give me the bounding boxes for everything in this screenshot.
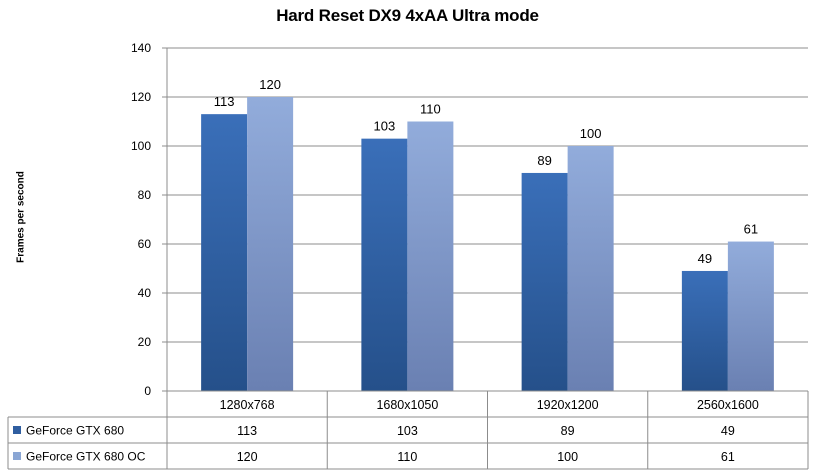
category-label: 2560x1600: [697, 398, 759, 412]
bar: [407, 121, 454, 391]
y-tick-label: 60: [138, 237, 152, 251]
y-tick-label: 80: [138, 188, 152, 202]
chart-title: Hard Reset DX9 4xAA Ultra mode: [276, 6, 539, 25]
data-label: 49: [698, 251, 712, 266]
category-label: 1680x1050: [376, 398, 438, 412]
bar: [201, 114, 248, 392]
table-cell: 110: [397, 450, 417, 464]
bar: [521, 172, 568, 391]
table-cell: 120: [237, 450, 258, 464]
data-label: 113: [214, 94, 235, 109]
y-tick-label: 0: [144, 384, 151, 398]
data-label: 89: [537, 153, 551, 168]
y-tick-label: 120: [131, 90, 151, 104]
table-cell: 61: [721, 450, 735, 464]
legend-key: [13, 452, 21, 460]
bar: [247, 97, 294, 391]
y-tick-label: 140: [131, 41, 151, 55]
category-label: 1920x1200: [537, 398, 599, 412]
table-cell: 100: [557, 450, 578, 464]
data-label: 100: [580, 126, 602, 141]
y-tick-label: 100: [131, 139, 151, 153]
data-label: 110: [420, 102, 441, 117]
table-cell: 103: [397, 424, 418, 438]
data-labels: 113 103 89 49 120 110 100 61: [214, 77, 758, 266]
category-label: 1280x768: [220, 398, 275, 412]
y-axis-ticks: 0 20 40 60 80 100 120 140: [131, 41, 151, 398]
table-cell: 113: [237, 424, 257, 438]
bar: [567, 146, 614, 391]
data-table: 1280x768 1680x1050 1920x1200 2560x1600 GeFor…: [7, 390, 809, 470]
y-tick-label: 20: [138, 335, 152, 349]
bars: [201, 97, 774, 392]
y-tick-label: 40: [138, 286, 152, 300]
data-label: 103: [374, 119, 396, 134]
table-cell: 89: [561, 424, 575, 438]
table-cell: 49: [721, 424, 735, 438]
data-label: 61: [744, 222, 758, 237]
bar: [727, 241, 774, 391]
legend-key: [13, 426, 21, 434]
legend-series-name: GeForce GTX 680 OC: [26, 450, 146, 464]
legend-series-name: GeForce GTX 680: [26, 424, 124, 438]
bar: [681, 270, 728, 391]
bar: [361, 138, 408, 391]
data-label: 120: [259, 77, 281, 92]
